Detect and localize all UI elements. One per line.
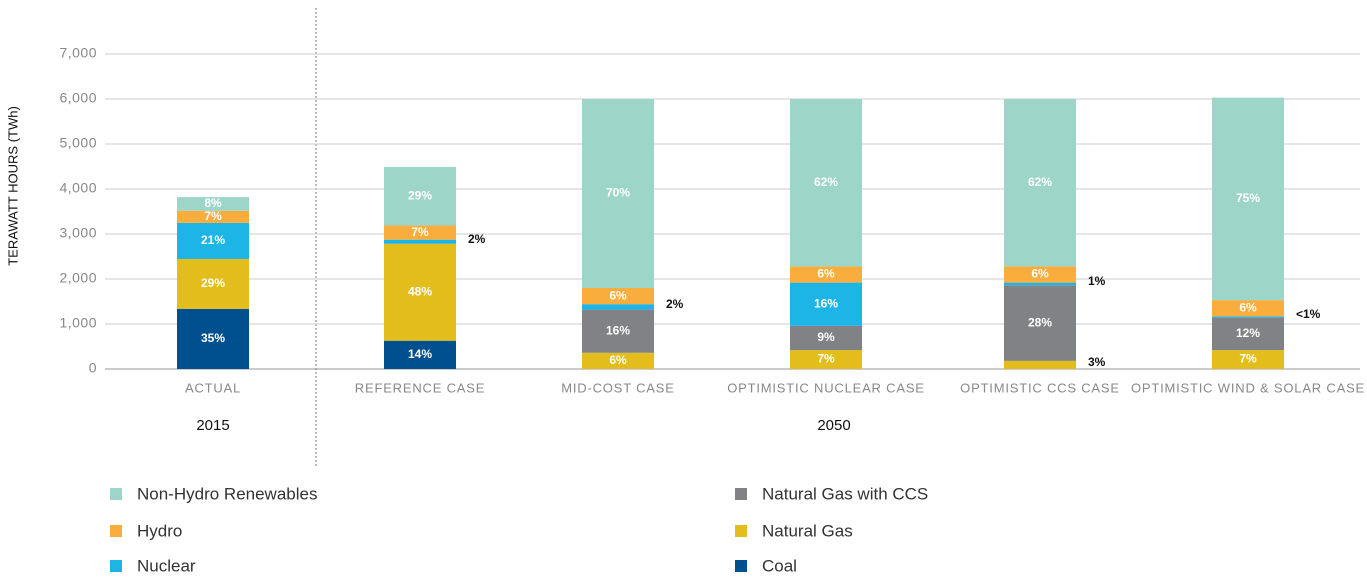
bar-segment [790, 350, 862, 369]
bar-segment [1004, 282, 1076, 286]
bar-segment [582, 352, 654, 369]
bar-segment [1212, 300, 1284, 317]
data-label: 3% [1088, 355, 1106, 369]
data-label: 2% [666, 297, 684, 311]
bar-segment [1212, 97, 1284, 301]
data-label: 6% [1031, 267, 1049, 281]
data-label: 75% [1236, 191, 1260, 205]
bar-segment [1004, 360, 1076, 369]
data-label: 7% [204, 209, 222, 223]
group-label: 2015 [196, 417, 229, 434]
data-label: 6% [609, 353, 627, 367]
data-label: 7% [817, 352, 835, 366]
y-tick-label: 4,000 [59, 180, 97, 196]
data-label: 35% [201, 331, 225, 345]
x-tick-label: OPTIMISTIC NUCLEAR CASE [727, 380, 925, 395]
data-label: 14% [408, 347, 432, 361]
data-label: 21% [201, 233, 225, 247]
group-label: 2050 [817, 417, 850, 434]
data-label: 48% [408, 284, 432, 298]
y-tick-label: 0 [89, 360, 97, 376]
bar-segment [177, 308, 249, 369]
bar-segment [384, 340, 456, 369]
bar-segment [384, 243, 456, 341]
data-label: 29% [408, 188, 432, 202]
y-tick-label: 5,000 [59, 135, 97, 151]
legend-swatch [735, 488, 747, 500]
x-tick-label: OPTIMISTIC WIND & SOLAR CASE [1131, 380, 1365, 395]
bar-segment [582, 288, 654, 305]
y-tick-label: 6,000 [59, 90, 97, 106]
legend-label: Nuclear [137, 556, 196, 575]
bar-segment [790, 325, 862, 351]
data-label: 16% [814, 296, 838, 310]
bar-segment [790, 266, 862, 283]
data-label: 7% [1239, 352, 1257, 366]
legend-label: Natural Gas with CCS [762, 484, 928, 503]
legend-label: Non-Hydro Renewables [137, 484, 317, 503]
legend-swatch [110, 560, 122, 572]
y-tick-label: 2,000 [59, 270, 97, 286]
data-label: <1% [1296, 307, 1321, 321]
legend-label: Coal [762, 556, 797, 575]
data-label: 8% [204, 196, 222, 210]
bar-segment [582, 304, 654, 310]
y-axis-label: TERAWATT HOURS (TWh) [5, 106, 20, 266]
data-label: 6% [1239, 300, 1257, 314]
bar-segment [177, 210, 249, 223]
x-tick-label: OPTIMISTIC CCS CASE [960, 380, 1120, 395]
legend-swatch [110, 488, 122, 500]
data-label: 28% [1028, 315, 1052, 329]
bar-segment [1004, 99, 1076, 267]
bar-segment [1212, 350, 1284, 369]
bar-segment [384, 225, 456, 240]
legend-label: Hydro [137, 521, 182, 540]
bar-segment [1004, 285, 1076, 361]
bar-segment [1004, 266, 1076, 283]
data-label: 1% [1088, 274, 1106, 288]
y-tick-label: 7,000 [59, 45, 97, 61]
y-tick-label: 1,000 [59, 315, 97, 331]
data-label: 29% [201, 276, 225, 290]
data-label: 62% [1028, 175, 1052, 189]
legend-label: Natural Gas [762, 521, 853, 540]
bar-segment [790, 99, 862, 267]
data-label: 6% [817, 267, 835, 281]
bar-segment [384, 239, 456, 244]
bar-segment [790, 282, 862, 326]
x-tick-label: REFERENCE CASE [355, 380, 485, 395]
y-tick-label: 3,000 [59, 225, 97, 241]
bar-segment [1212, 317, 1284, 351]
bar-segment [1212, 316, 1284, 318]
data-label: 9% [817, 330, 835, 344]
bar-segment [582, 309, 654, 353]
data-label: 12% [1236, 326, 1260, 340]
data-label: 2% [468, 232, 486, 246]
bar-segment [177, 222, 249, 259]
legend-swatch [735, 560, 747, 572]
bar-segment [177, 197, 249, 211]
data-label: 16% [606, 323, 630, 337]
data-label: 62% [814, 175, 838, 189]
data-label: 70% [606, 186, 630, 200]
data-label: 7% [411, 225, 429, 239]
bar-segment [582, 99, 654, 288]
data-label: 6% [609, 288, 627, 302]
bar-segment [384, 166, 456, 226]
legend-swatch [735, 525, 747, 537]
x-tick-label: ACTUAL [185, 380, 241, 395]
x-tick-label: MID-COST CASE [561, 380, 674, 395]
bar-segment [177, 258, 249, 309]
legend-swatch [110, 525, 122, 537]
